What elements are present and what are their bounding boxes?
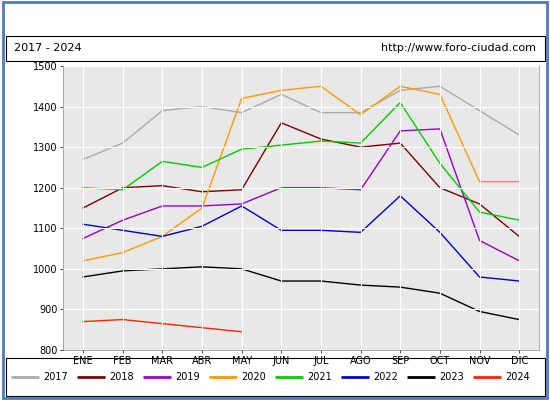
Text: Evolucion del paro registrado en Tavernes de la Valldigna: Evolucion del paro registrado en Taverne… (84, 10, 466, 24)
Bar (6, 36, 544, 61)
Text: 2022: 2022 (373, 372, 398, 382)
Text: 2019: 2019 (175, 372, 200, 382)
Text: 2024: 2024 (505, 372, 530, 382)
Text: 2017 - 2024: 2017 - 2024 (14, 43, 81, 53)
Text: 2020: 2020 (241, 372, 266, 382)
Text: 2017: 2017 (43, 372, 68, 382)
Text: 2023: 2023 (439, 372, 464, 382)
Text: 2021: 2021 (307, 372, 332, 382)
Text: http://www.foro-ciudad.com: http://www.foro-ciudad.com (381, 43, 536, 53)
Text: 2018: 2018 (109, 372, 134, 382)
